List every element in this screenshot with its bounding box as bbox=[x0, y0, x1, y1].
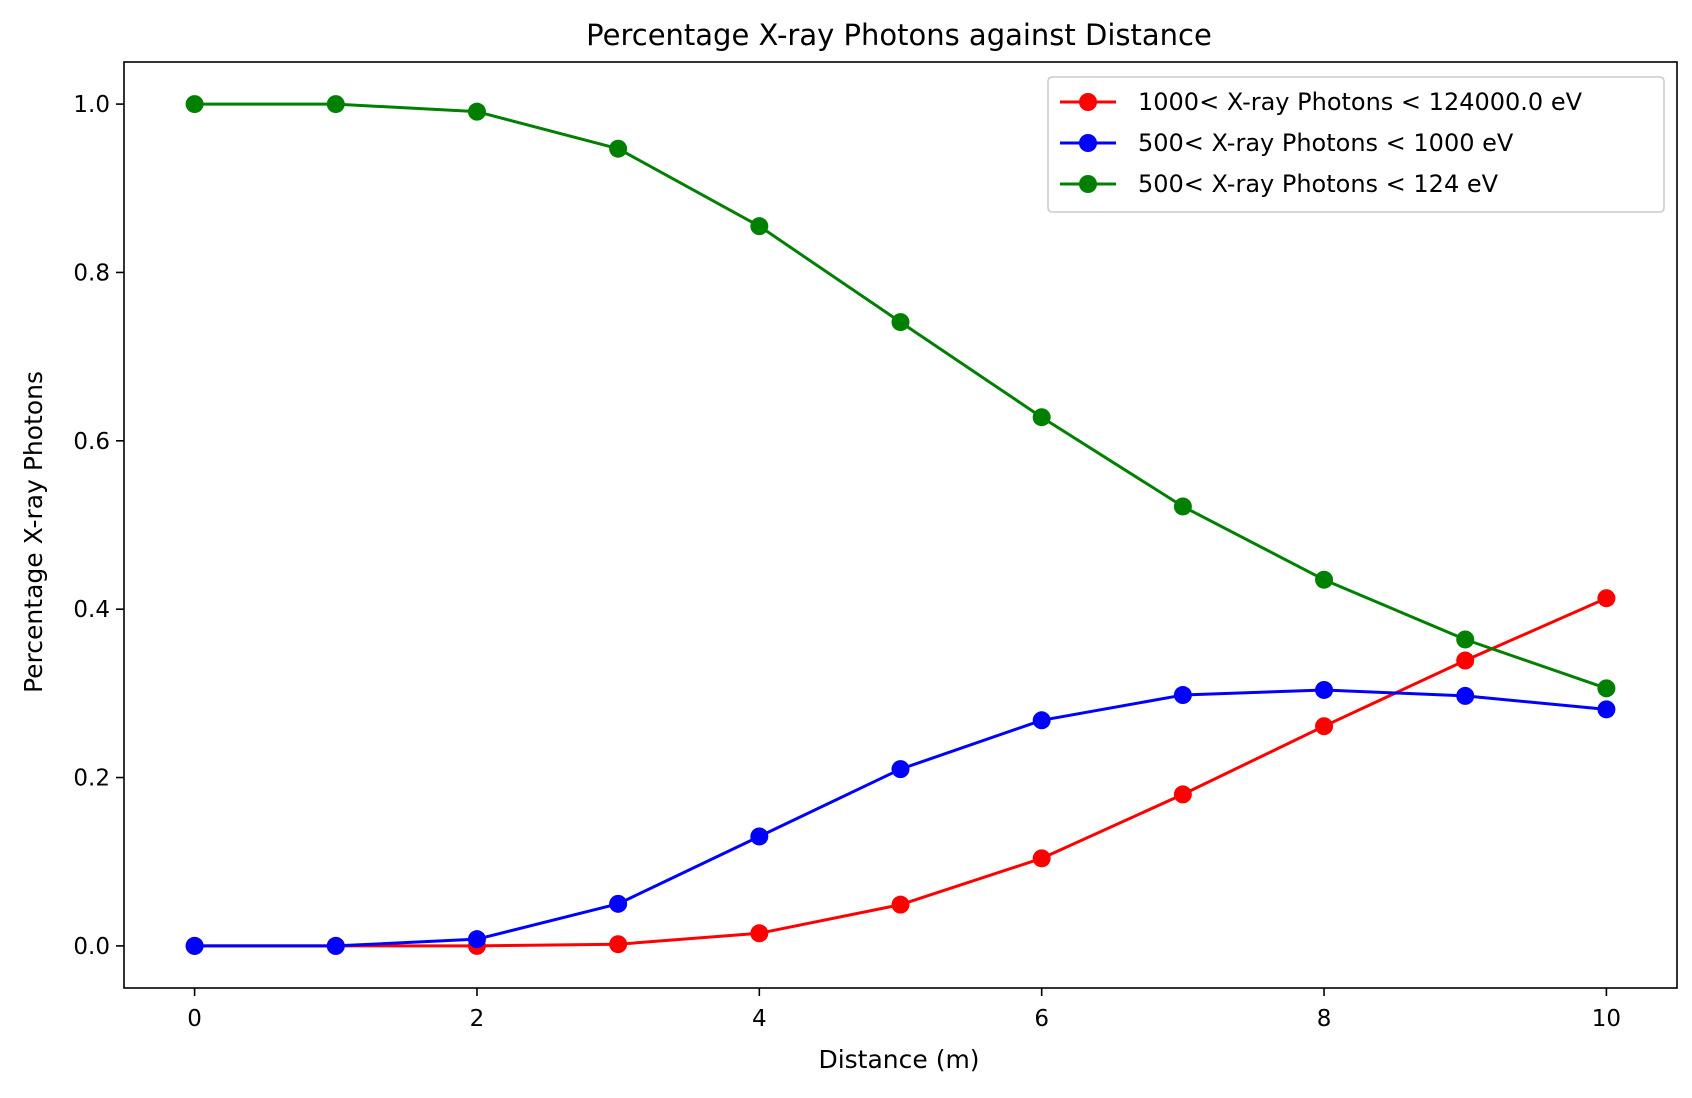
data-point bbox=[1597, 679, 1616, 698]
series-group bbox=[185, 680, 1616, 955]
legend-item: 500< X-ray Photons < 1000 eV bbox=[1060, 129, 1514, 157]
plot-frame bbox=[123, 61, 1678, 989]
data-point bbox=[1315, 717, 1334, 736]
data-point bbox=[609, 894, 628, 913]
x-tick-label: 8 bbox=[1317, 1006, 1332, 1032]
data-point bbox=[750, 924, 769, 943]
data-point bbox=[1597, 589, 1616, 608]
data-point bbox=[1173, 785, 1192, 804]
x-axis-title: Distance (m) bbox=[818, 1045, 979, 1074]
data-point bbox=[891, 760, 910, 779]
legend-label: 1000< X-ray Photons < 124000.0 eV bbox=[1138, 88, 1583, 116]
y-tick-label: 0.4 bbox=[73, 597, 110, 623]
legend-box bbox=[1047, 76, 1665, 213]
legend-marker bbox=[1079, 93, 1097, 111]
legend-label: 500< X-ray Photons < 1000 eV bbox=[1138, 129, 1514, 157]
data-point bbox=[467, 930, 486, 949]
data-point bbox=[1456, 686, 1475, 705]
data-point bbox=[609, 935, 628, 954]
data-point bbox=[185, 95, 204, 114]
data-point bbox=[609, 139, 628, 158]
legend-marker bbox=[1079, 175, 1097, 193]
x-axis: 0 2 4 6 8 10 bbox=[187, 988, 1621, 1032]
y-axis-title: Percentage X-ray Photons bbox=[19, 371, 48, 693]
data-point bbox=[891, 313, 910, 332]
data-point bbox=[750, 827, 769, 846]
data-point bbox=[891, 895, 910, 914]
x-tick-label: 0 bbox=[187, 1006, 202, 1032]
chart-title: Percentage X-ray Photons against Distanc… bbox=[586, 18, 1212, 52]
data-point bbox=[1597, 700, 1616, 719]
legend-label: 500< X-ray Photons < 124 eV bbox=[1138, 170, 1499, 198]
legend-item: 500< X-ray Photons < 124 eV bbox=[1060, 170, 1499, 198]
data-point bbox=[1173, 686, 1192, 705]
y-tick-label: 1.0 bbox=[73, 92, 110, 118]
data-point bbox=[750, 217, 769, 236]
y-tick-label: 0.2 bbox=[73, 766, 110, 792]
data-point bbox=[1456, 651, 1475, 670]
plot-area bbox=[123, 61, 1678, 989]
data-point bbox=[326, 936, 345, 955]
data-point bbox=[1173, 497, 1192, 516]
y-tick-label: 0.0 bbox=[73, 934, 110, 960]
data-point bbox=[1032, 849, 1051, 868]
y-axis: 0.0 0.2 0.4 0.6 0.8 1.0 bbox=[73, 92, 124, 960]
data-point bbox=[1032, 408, 1051, 427]
data-point bbox=[1456, 630, 1475, 649]
data-point bbox=[467, 102, 486, 121]
data-point bbox=[185, 936, 204, 955]
x-tick-label: 10 bbox=[1592, 1006, 1621, 1032]
data-point bbox=[1315, 570, 1334, 589]
y-tick-label: 0.8 bbox=[73, 260, 110, 286]
y-tick-label: 0.6 bbox=[73, 429, 110, 455]
x-tick-label: 4 bbox=[752, 1006, 767, 1032]
data-point bbox=[1315, 680, 1334, 699]
legend-marker bbox=[1079, 134, 1097, 152]
data-point bbox=[326, 95, 345, 114]
x-tick-label: 2 bbox=[470, 1006, 485, 1032]
legend-item: 1000< X-ray Photons < 124000.0 eV bbox=[1060, 88, 1583, 116]
x-tick-label: 6 bbox=[1034, 1006, 1049, 1032]
series-group bbox=[185, 95, 1616, 698]
legend: 1000< X-ray Photons < 124000.0 eV 500< X-… bbox=[1047, 76, 1665, 213]
data-point bbox=[1032, 711, 1051, 730]
